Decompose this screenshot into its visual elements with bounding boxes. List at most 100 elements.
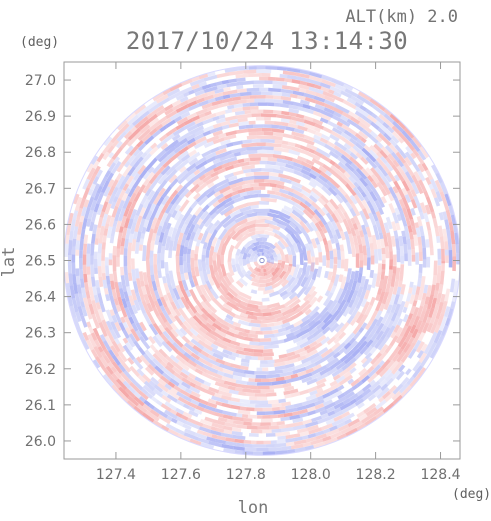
heatmap-cell bbox=[210, 426, 218, 432]
heatmap-cell bbox=[273, 409, 286, 415]
heatmap-cell bbox=[279, 237, 290, 248]
heatmap-cell bbox=[260, 138, 268, 143]
heatmap-cell bbox=[211, 275, 221, 290]
heatmap-cell bbox=[262, 237, 268, 242]
heatmap-cell bbox=[393, 293, 400, 305]
heatmap-cell bbox=[178, 314, 186, 323]
heatmap-cell bbox=[109, 236, 115, 244]
heatmap-cell bbox=[203, 94, 214, 101]
heatmap-cell bbox=[97, 243, 103, 254]
heatmap-cell bbox=[420, 276, 426, 290]
heatmap-cell bbox=[330, 302, 341, 316]
heatmap-cell bbox=[94, 356, 106, 370]
heatmap-cell bbox=[126, 208, 134, 219]
heatmap-cell bbox=[222, 302, 233, 312]
heatmap-cell bbox=[422, 247, 427, 260]
heatmap-cell bbox=[253, 189, 262, 194]
heatmap-cell bbox=[256, 65, 266, 70]
heatmap-cell bbox=[308, 319, 322, 332]
heatmap-cell bbox=[392, 266, 397, 274]
heatmap-cell bbox=[273, 361, 286, 367]
heatmap-cell bbox=[250, 204, 259, 210]
heatmap-cell bbox=[304, 349, 318, 359]
heatmap-cell bbox=[296, 242, 304, 254]
heatmap-cell bbox=[355, 124, 364, 132]
heatmap-cell bbox=[179, 244, 185, 257]
heatmap-cell bbox=[216, 72, 230, 79]
heatmap-cell bbox=[234, 110, 245, 116]
heatmap-cell bbox=[210, 146, 220, 154]
heatmap-cell bbox=[354, 106, 369, 118]
heatmap-cell bbox=[78, 221, 83, 230]
heatmap-cell bbox=[108, 375, 121, 389]
heatmap-cell bbox=[184, 328, 194, 337]
heatmap-cell bbox=[333, 415, 343, 422]
heatmap-cell bbox=[84, 282, 90, 292]
heatmap-cell bbox=[337, 186, 348, 196]
heatmap-cell bbox=[260, 360, 268, 364]
heatmap-cell bbox=[187, 271, 193, 281]
heatmap-cell bbox=[359, 253, 364, 261]
heatmap-cell bbox=[220, 139, 231, 146]
heatmap-cell bbox=[172, 237, 179, 251]
heatmap-cell bbox=[83, 273, 88, 283]
heatmap-cell bbox=[298, 84, 310, 90]
heatmap-cell bbox=[385, 216, 393, 230]
heatmap-cell bbox=[110, 321, 117, 331]
heatmap-cell bbox=[171, 99, 182, 107]
heatmap-cell bbox=[398, 364, 406, 373]
heatmap-cell bbox=[375, 116, 385, 125]
heatmap-cell bbox=[316, 382, 326, 390]
heatmap-cell bbox=[189, 327, 199, 337]
heatmap-cell bbox=[390, 135, 400, 144]
heatmap-cell bbox=[271, 135, 283, 141]
heatmap-cell bbox=[355, 167, 368, 180]
heatmap-cell bbox=[365, 184, 373, 193]
heatmap-cell bbox=[393, 180, 402, 191]
heatmap-cell bbox=[250, 440, 257, 445]
heatmap-cell bbox=[407, 225, 413, 233]
heatmap-cell bbox=[264, 285, 273, 291]
heatmap-cell bbox=[219, 204, 235, 216]
heatmap-cell bbox=[351, 348, 361, 358]
heatmap-cell bbox=[235, 254, 239, 264]
heatmap-cell bbox=[346, 97, 357, 105]
heatmap-cell bbox=[238, 226, 248, 234]
heatmap-cell bbox=[203, 334, 215, 344]
heatmap-cell bbox=[316, 387, 324, 394]
heatmap-cell bbox=[342, 83, 354, 91]
heatmap-cell bbox=[295, 232, 306, 248]
heatmap-cell bbox=[377, 263, 382, 273]
heatmap-cell bbox=[88, 303, 95, 315]
heatmap-cell bbox=[236, 77, 246, 82]
heatmap-cell bbox=[252, 270, 259, 276]
heatmap-cell bbox=[252, 444, 266, 448]
heatmap-cell bbox=[188, 103, 200, 111]
heatmap-cell bbox=[375, 120, 385, 130]
heatmap-cell bbox=[308, 279, 316, 288]
heatmap-cell bbox=[85, 290, 91, 299]
heatmap-cell bbox=[131, 115, 144, 127]
heatmap-cell bbox=[280, 416, 290, 422]
heatmap-cell bbox=[263, 252, 268, 257]
heatmap-cell bbox=[405, 145, 414, 155]
heatmap-cell bbox=[328, 232, 334, 239]
heatmap-cell bbox=[165, 146, 177, 156]
heatmap-cell bbox=[376, 157, 386, 168]
heatmap-cell bbox=[313, 305, 320, 313]
heatmap-cell bbox=[170, 189, 179, 198]
heatmap-cell bbox=[228, 229, 237, 238]
heatmap-cell bbox=[147, 228, 154, 244]
heatmap-cell bbox=[292, 417, 304, 424]
heatmap-cell bbox=[303, 92, 315, 99]
heatmap-cell bbox=[173, 210, 182, 221]
heatmap-cell bbox=[265, 444, 275, 448]
heatmap-cell bbox=[396, 286, 402, 295]
heatmap-cell bbox=[290, 443, 304, 450]
heatmap-cell bbox=[443, 201, 450, 211]
heatmap-cell bbox=[326, 201, 337, 212]
heatmap-cell bbox=[389, 251, 394, 260]
heatmap-cell bbox=[357, 272, 363, 284]
heatmap-cell bbox=[428, 203, 435, 213]
heatmap-cell bbox=[246, 252, 252, 258]
